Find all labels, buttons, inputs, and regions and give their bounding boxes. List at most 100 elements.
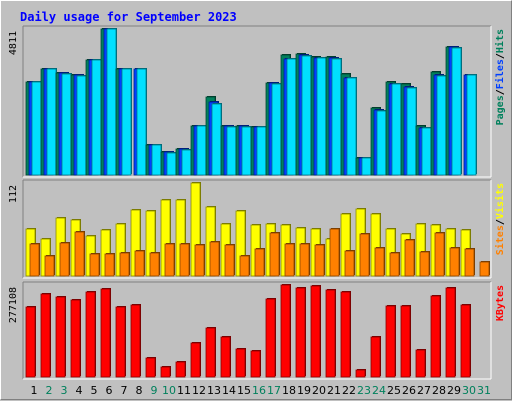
kbytes_panel-bar-kbytes-1	[25, 306, 36, 378]
visits_panel-bar-sites-19	[299, 243, 310, 277]
kbytes_panel-bar-kbytes-4	[70, 299, 81, 378]
hits_panel-bar-hits-10	[166, 152, 177, 176]
day-label-30: 30	[462, 384, 476, 397]
hits_panel-series-label-part-0: Pages	[495, 95, 506, 125]
hits_panel-series-label-part-4: Hits	[494, 29, 506, 53]
hits_panel-series-label: Pages/Files/Hits	[494, 29, 506, 125]
hits_panel-bar-hits-3	[61, 73, 72, 176]
kbytes_panel-bar-kbytes-2	[40, 293, 51, 378]
kbytes_panel-series-label-part-0: KBytes	[495, 285, 506, 321]
visits_panel-bar-sites-12	[194, 244, 205, 277]
visits_panel-bar-sites-27	[419, 251, 430, 277]
hits_panel-bar-hits-2	[46, 68, 57, 176]
visits_panel-series-label: Sites/Visits	[494, 183, 506, 255]
kbytes_panel-bar-kbytes-3	[55, 296, 66, 378]
visits_panel-bar-sites-21	[329, 228, 340, 277]
visits_panel-max-label: 112	[8, 185, 19, 203]
hits_panel-bar-hits-24	[376, 110, 387, 176]
visits_panel-bar-sites-1	[29, 243, 40, 277]
day-label-22: 22	[342, 384, 356, 397]
day-label-14: 14	[222, 384, 236, 397]
hits_panel-bar-hits-23	[361, 157, 372, 176]
visits_panel-bar-sites-24	[374, 247, 385, 277]
hits_panel-bar-hits-30	[466, 74, 477, 176]
kbytes_panel-bar-kbytes-20	[310, 285, 321, 378]
visits_panel-bar-sites-13	[209, 241, 220, 277]
hits_panel-bar-hits-5	[91, 59, 102, 176]
day-label-15: 15	[237, 384, 251, 397]
kbytes_panel-bar-kbytes-19	[295, 287, 306, 378]
day-label-8: 8	[136, 384, 143, 397]
day-label-13: 13	[207, 384, 221, 397]
hits_panel-bar-hits-1	[31, 81, 42, 176]
visits_panel-bar-sites-26	[404, 239, 415, 277]
visits_panel-bar-sites-14	[224, 244, 235, 277]
visits_panel-series-label-part-2: Visits	[494, 183, 506, 219]
day-label-16: 16	[252, 384, 266, 397]
day-label-4: 4	[76, 384, 83, 397]
kbytes_panel-bar-kbytes-10	[160, 366, 171, 378]
day-label-2: 2	[46, 384, 53, 397]
hits_panel-bar-hits-26	[406, 87, 417, 176]
hits_panel-bar-hits-7	[121, 68, 132, 176]
hits_panel-bar-hits-18	[286, 58, 297, 176]
visits_panel-bar-sites-20	[314, 244, 325, 277]
visits_panel-bar-sites-3	[59, 242, 70, 277]
day-label-11: 11	[177, 384, 191, 397]
kbytes_panel-bar-kbytes-12	[190, 342, 201, 378]
kbytes_panel-bar-kbytes-18	[280, 284, 291, 378]
visits_panel-series-label-part-1: /	[495, 219, 506, 225]
day-label-12: 12	[192, 384, 206, 397]
kbytes_panel-bar-kbytes-17	[265, 298, 276, 378]
day-label-1: 1	[31, 384, 38, 397]
day-label-20: 20	[312, 384, 326, 397]
hits_panel-series-label-part-2: Files	[494, 59, 506, 89]
kbytes_panel-bar-kbytes-27	[415, 349, 426, 378]
visits_panel-bar-sites-30	[464, 248, 475, 277]
day-label-21: 21	[327, 384, 341, 397]
visits_panel-bar-sites-29	[449, 247, 460, 277]
kbytes_panel-bar-kbytes-5	[85, 291, 96, 378]
day-label-7: 7	[121, 384, 128, 397]
hits_panel-bar-hits-14	[226, 126, 237, 176]
kbytes_panel-bar-kbytes-15	[235, 348, 246, 378]
kbytes_panel-bar-kbytes-9	[145, 357, 156, 378]
visits_panel-bar-sites-2	[44, 255, 55, 277]
hits_panel-bar-hits-4	[76, 75, 87, 176]
day-label-5: 5	[91, 384, 98, 397]
chart-title: Daily usage for September 2023	[20, 10, 237, 24]
kbytes_panel-bar-kbytes-22	[340, 291, 351, 378]
visits_panel-bar-sites-6	[104, 253, 115, 277]
day-label-3: 3	[61, 384, 68, 397]
day-label-26: 26	[402, 384, 416, 397]
visits_panel-bar-sites-5	[89, 253, 100, 277]
kbytes_panel-series-label: KBytes	[495, 285, 506, 321]
day-label-31: 31	[477, 384, 491, 397]
day-label-6: 6	[106, 384, 113, 397]
kbytes_panel-bar-kbytes-26	[400, 305, 411, 378]
visits_panel-bar-sites-8	[134, 250, 145, 277]
visits_panel-series-label-part-0: Sites	[494, 225, 506, 255]
kbytes_panel-bar-kbytes-6	[100, 288, 111, 378]
hits_panel-bar-hits-12	[196, 125, 207, 176]
visits_panel-bar-sites-16	[254, 248, 265, 277]
hits_panel-bar-hits-19	[301, 55, 312, 176]
hits_panel-bar-hits-6	[106, 28, 117, 176]
visits_panel-bar-sites-11	[179, 243, 190, 277]
day-label-29: 29	[447, 384, 461, 397]
kbytes_panel-bar-kbytes-29	[445, 287, 456, 378]
hits_panel-bar-hits-22	[346, 77, 357, 176]
day-label-24: 24	[372, 384, 386, 397]
kbytes_panel-bar-kbytes-30	[460, 304, 471, 378]
kbytes_panel-max-label: 277108	[8, 287, 19, 323]
kbytes_panel-bar-kbytes-21	[325, 289, 336, 378]
hits_panel-bar-hits-29	[451, 47, 462, 176]
hits_panel-bar-hits-15	[241, 126, 252, 176]
day-label-10: 10	[162, 384, 176, 397]
hits_panel-series-label-part-1: /	[495, 89, 506, 95]
kbytes_panel-bar-kbytes-13	[205, 327, 216, 378]
day-label-28: 28	[432, 384, 446, 397]
visits_panel-bar-sites-28	[434, 232, 445, 277]
